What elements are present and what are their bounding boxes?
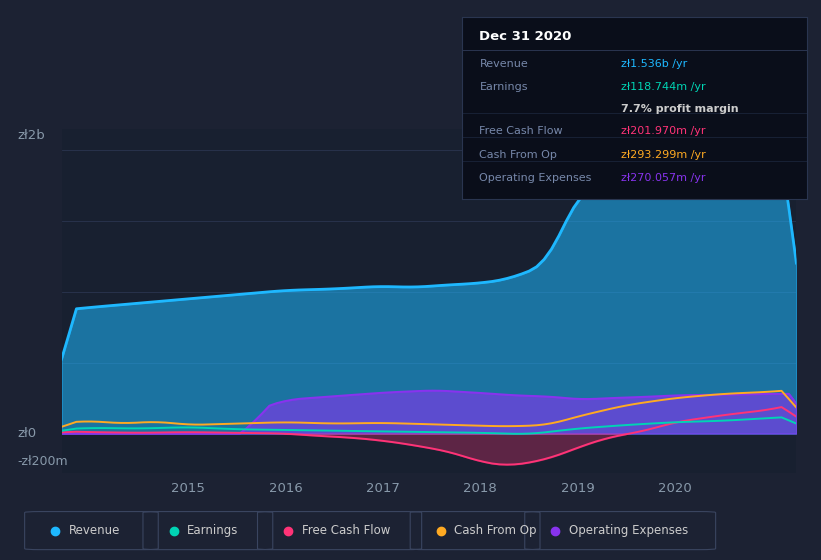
Text: Earnings: Earnings — [479, 82, 528, 92]
Text: Cash From Op: Cash From Op — [455, 524, 537, 537]
Text: zł201.970m /yr: zł201.970m /yr — [621, 126, 705, 136]
Text: Operating Expenses: Operating Expenses — [569, 524, 688, 537]
Text: Revenue: Revenue — [479, 59, 528, 69]
Text: Free Cash Flow: Free Cash Flow — [479, 126, 563, 136]
Text: Cash From Op: Cash From Op — [479, 150, 557, 160]
Text: zł270.057m /yr: zł270.057m /yr — [621, 174, 705, 183]
Text: Earnings: Earnings — [187, 524, 239, 537]
Text: Free Cash Flow: Free Cash Flow — [302, 524, 390, 537]
Text: Revenue: Revenue — [69, 524, 121, 537]
Text: zł118.744m /yr: zł118.744m /yr — [621, 82, 705, 92]
Text: zł1.536b /yr: zł1.536b /yr — [621, 59, 687, 69]
Text: 7.7% profit margin: 7.7% profit margin — [621, 104, 738, 114]
Text: zł2b: zł2b — [17, 129, 45, 142]
Text: -zł200m: -zł200m — [17, 455, 68, 468]
Text: zł293.299m /yr: zł293.299m /yr — [621, 150, 705, 160]
Text: Dec 31 2020: Dec 31 2020 — [479, 30, 572, 43]
Text: zł0: zł0 — [17, 427, 37, 440]
Text: Operating Expenses: Operating Expenses — [479, 174, 592, 183]
